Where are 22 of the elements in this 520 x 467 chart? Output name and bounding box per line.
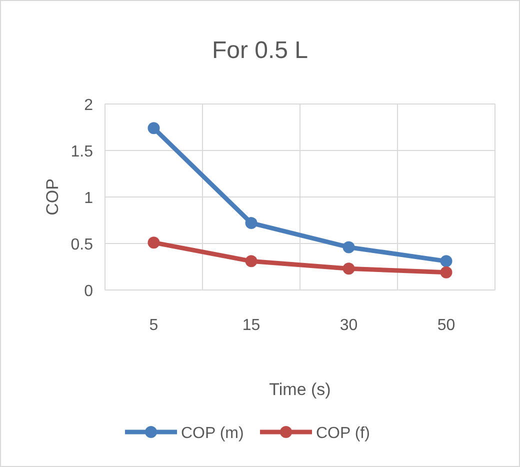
y-tick-label: 2 bbox=[84, 97, 94, 114]
y-axis-title: COP bbox=[43, 178, 62, 216]
point bbox=[440, 255, 452, 268]
x-tick-label: 50 bbox=[437, 317, 456, 334]
legend-label: COP (f) bbox=[316, 425, 370, 442]
x-axis-title: Time (s) bbox=[269, 380, 331, 399]
legend-label: COP (m) bbox=[181, 425, 244, 442]
y-tick-label: 0.5 bbox=[70, 236, 94, 254]
point bbox=[342, 262, 355, 275]
x-tick-label: 5 bbox=[149, 317, 158, 334]
point bbox=[342, 241, 355, 254]
y-tick-label: 1 bbox=[84, 190, 94, 207]
x-tick-label: 30 bbox=[340, 317, 358, 334]
point bbox=[245, 217, 258, 230]
point bbox=[440, 266, 452, 278]
y-tick-label: 1.5 bbox=[70, 144, 94, 160]
point bbox=[148, 236, 160, 249]
chart-title: For 0.5 L bbox=[212, 37, 308, 64]
y-tick-label: 0 bbox=[84, 283, 94, 300]
point bbox=[148, 122, 160, 134]
x-tick-label: 15 bbox=[242, 317, 260, 334]
point bbox=[245, 255, 258, 268]
